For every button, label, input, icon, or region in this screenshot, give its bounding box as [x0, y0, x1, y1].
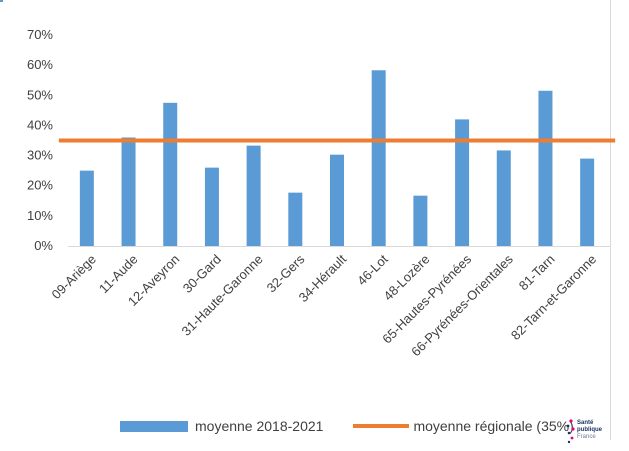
- x-tick-label: 09-Ariège: [48, 252, 98, 302]
- x-tick-label: 31-Haute-Garonne: [178, 252, 265, 339]
- bar: [496, 150, 511, 246]
- y-tick-label: 0%: [34, 238, 53, 253]
- y-tick-label: 40%: [27, 117, 53, 132]
- y-tick-label: 20%: [27, 178, 53, 193]
- bar: [163, 102, 178, 246]
- y-tick-label: 60%: [27, 57, 53, 72]
- bar: [79, 170, 94, 246]
- bar: [371, 70, 386, 246]
- legend-item-bar: moyenne 2018-2021: [120, 418, 323, 434]
- y-tick-label: 50%: [27, 87, 53, 102]
- bar: [288, 192, 303, 246]
- legend-swatch-line: [353, 424, 410, 428]
- y-tick-label: 30%: [27, 148, 53, 163]
- logo-text-line2: publique: [577, 427, 602, 433]
- legend-label-line: moyenne régionale (35%): [413, 418, 574, 434]
- bar: [455, 119, 470, 246]
- bar: [121, 137, 136, 246]
- bar: [538, 90, 553, 246]
- legend-item-line: moyenne régionale (35%): [353, 418, 574, 434]
- bar: [580, 158, 595, 246]
- y-tick-label: 10%: [27, 208, 53, 223]
- sante-publique-france-logo: Santé publique France: [566, 418, 606, 446]
- top-edge-mark: [0, 0, 3, 2]
- bar: [204, 167, 219, 246]
- x-tick-label: 46-Lot: [354, 251, 391, 288]
- legend-swatch-bar: [120, 420, 188, 432]
- logo-text-line3: France: [577, 434, 596, 440]
- x-tick-label: 81-Tarn: [516, 252, 558, 294]
- logo-dots-icon: [566, 419, 575, 444]
- y-tick-label: 70%: [27, 27, 53, 42]
- bar: [330, 154, 344, 246]
- legend: moyenne 2018-2021 moyenne régionale (35%…: [120, 416, 604, 436]
- logo-text-line1: Santé: [577, 420, 594, 426]
- bar: [413, 195, 428, 246]
- chart-border: [610, 0, 611, 440]
- legend-label-bar: moyenne 2018-2021: [195, 418, 324, 434]
- bar: [246, 145, 261, 246]
